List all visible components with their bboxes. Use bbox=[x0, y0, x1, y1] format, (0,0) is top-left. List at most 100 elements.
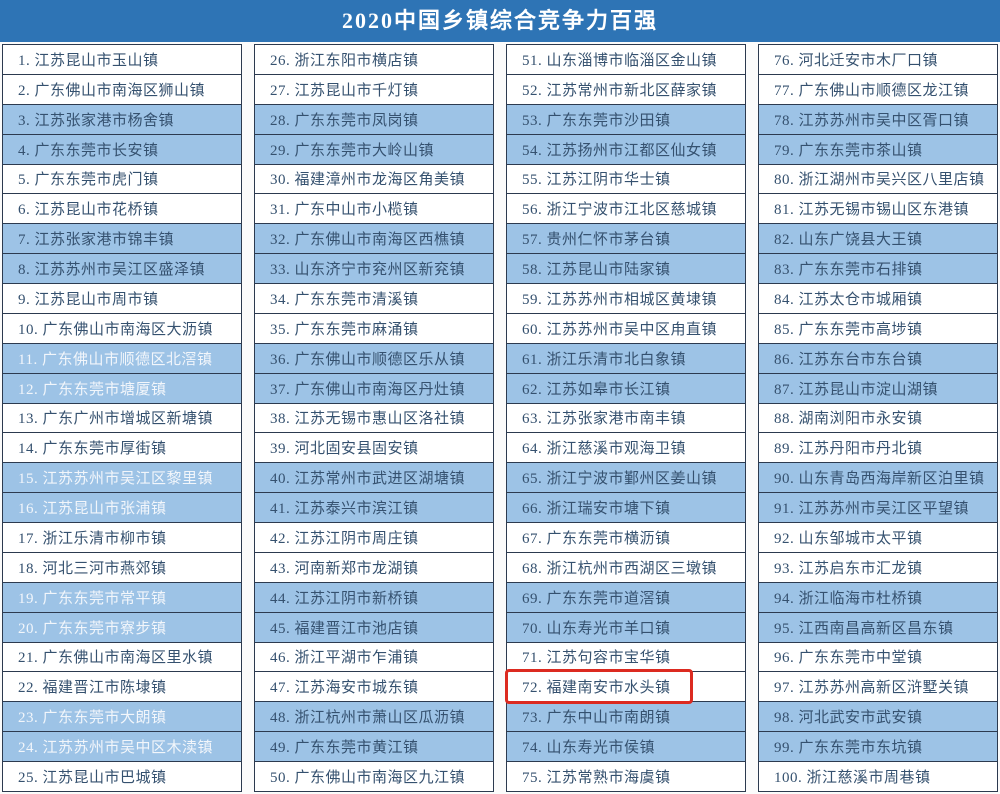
table-row: 87. 江苏昆山市淀山湖镇 bbox=[759, 373, 997, 404]
town-rank-name: 77. 广东佛山市顺德区龙江镇 bbox=[774, 82, 970, 99]
table-row: 68. 浙江杭州市西湖区三墩镇 bbox=[507, 552, 745, 583]
table-row: 6. 江苏昆山市花桥镇 bbox=[3, 194, 241, 225]
town-rank-name: 40. 江苏常州市武进区湖塘镇 bbox=[270, 471, 466, 488]
table-row: 89. 江苏丹阳市丹北镇 bbox=[759, 433, 997, 464]
table-row: 95. 江西南昌高新区昌东镇 bbox=[759, 612, 997, 643]
table-row: 14. 广东东莞市厚街镇 bbox=[3, 433, 241, 464]
town-rank-name: 8. 江苏苏州市吴江区盛泽镇 bbox=[18, 262, 206, 279]
table-row: 78. 江苏苏州市吴中区胥口镇 bbox=[759, 104, 997, 135]
table-row: 5. 广东东莞市虎门镇 bbox=[3, 164, 241, 195]
table-row: 69. 广东东莞市道滘镇 bbox=[507, 582, 745, 613]
town-rank-name: 99. 广东东莞市东坑镇 bbox=[774, 740, 923, 757]
table-row: 17. 浙江乐清市柳市镇 bbox=[3, 523, 241, 553]
town-rank-name: 7. 江苏张家港市锦丰镇 bbox=[18, 232, 175, 249]
town-rank-name: 64. 浙江慈溪市观海卫镇 bbox=[522, 441, 687, 458]
table-row: 37. 广东佛山市南海区丹灶镇 bbox=[255, 373, 493, 404]
town-rank-name: 5. 广东东莞市虎门镇 bbox=[18, 172, 159, 189]
town-rank-name: 46. 浙江平湖市乍浦镇 bbox=[270, 650, 419, 667]
table-row: 91. 江苏苏州市吴江区平望镇 bbox=[759, 493, 997, 523]
town-rank-name: 94. 浙江临海市杜桥镇 bbox=[774, 590, 923, 607]
table-row: 73. 广东中山市南朗镇 bbox=[507, 702, 745, 733]
town-rank-name: 9. 江苏昆山市周市镇 bbox=[18, 291, 159, 308]
rank-column-2: 26. 浙江东阳市横店镇 27. 江苏昆山市千灯镇 28. 广东东莞市凤岗镇 29. … bbox=[254, 44, 494, 792]
rank-column-1: 1. 江苏昆山市玉山镇 2. 广东佛山市南海区狮山镇 3. 江苏张家港市杨舍镇 4. … bbox=[2, 44, 242, 792]
town-rank-name: 86. 江苏东台市东台镇 bbox=[774, 351, 923, 368]
town-rank-name: 73. 广东中山市南朗镇 bbox=[522, 710, 671, 727]
town-rank-name: 45. 福建晋江市池店镇 bbox=[270, 620, 419, 637]
table-row: 54. 江苏扬州市江都区仙女镇 bbox=[507, 134, 745, 165]
town-rank-name: 15. 江苏苏州市吴江区黎里镇 bbox=[18, 471, 214, 488]
table-row: 99. 广东东莞市东坑镇 bbox=[759, 732, 997, 762]
table-row: 25. 江苏昆山市巴城镇 bbox=[3, 762, 241, 791]
town-rank-name: 2. 广东佛山市南海区狮山镇 bbox=[18, 82, 206, 99]
town-rank-name: 81. 江苏无锡市锡山区东港镇 bbox=[774, 202, 970, 219]
town-rank-name: 23. 广东东莞市大朗镇 bbox=[18, 710, 167, 727]
table-row: 18. 河北三河市燕郊镇 bbox=[3, 552, 241, 583]
town-rank-name: 49. 广东东莞市黄江镇 bbox=[270, 740, 419, 757]
table-row: 58. 江苏昆山市陆家镇 bbox=[507, 254, 745, 284]
town-rank-name: 26. 浙江东阳市横店镇 bbox=[270, 52, 419, 69]
table-row: 7. 江苏张家港市锦丰镇 bbox=[3, 224, 241, 255]
table-row: 48. 浙江杭州市萧山区瓜沥镇 bbox=[255, 702, 493, 733]
town-rank-name: 24. 江苏苏州市吴中区木渎镇 bbox=[18, 740, 214, 757]
table-row: 57. 贵州仁怀市茅台镇 bbox=[507, 224, 745, 255]
table-row: 66. 浙江瑞安市塘下镇 bbox=[507, 493, 745, 523]
table-row: 2. 广东佛山市南海区狮山镇 bbox=[3, 74, 241, 105]
town-rank-name: 36. 广东佛山市顺德区乐从镇 bbox=[270, 351, 466, 368]
town-rank-name: 57. 贵州仁怀市茅台镇 bbox=[522, 232, 671, 249]
table-row: 79. 广东东莞市茶山镇 bbox=[759, 134, 997, 165]
town-rank-name: 80. 浙江湖州市吴兴区八里店镇 bbox=[774, 172, 985, 189]
town-rank-name: 88. 湖南浏阳市永安镇 bbox=[774, 411, 923, 428]
town-rank-name: 29. 广东东莞市大岭山镇 bbox=[270, 142, 435, 159]
table-row: 83. 广东东莞市石排镇 bbox=[759, 254, 997, 284]
town-rank-name: 98. 河北武安市武安镇 bbox=[774, 710, 923, 727]
table-row: 42. 江苏江阴市周庄镇 bbox=[255, 523, 493, 553]
town-rank-name: 70. 山东寿光市羊口镇 bbox=[522, 620, 671, 637]
table-row: 49. 广东东莞市黄江镇 bbox=[255, 732, 493, 762]
town-rank-name: 43. 河南新郑市龙湖镇 bbox=[270, 560, 419, 577]
table-row: 19. 广东东莞市常平镇 bbox=[3, 582, 241, 613]
town-rank-name: 87. 江苏昆山市淀山湖镇 bbox=[774, 381, 939, 398]
town-rank-name: 32. 广东佛山市南海区西樵镇 bbox=[270, 232, 466, 249]
town-rank-name: 41. 江苏泰兴市滨江镇 bbox=[270, 501, 419, 518]
table-row: 35. 广东东莞市麻涌镇 bbox=[255, 313, 493, 344]
town-rank-name: 93. 江苏启东市汇龙镇 bbox=[774, 560, 923, 577]
town-rank-name: 97. 江苏苏州高新区浒墅关镇 bbox=[774, 680, 970, 697]
town-rank-name: 27. 江苏昆山市千灯镇 bbox=[270, 82, 419, 99]
table-row: 32. 广东佛山市南海区西樵镇 bbox=[255, 224, 493, 255]
town-rank-name: 67. 广东东莞市横沥镇 bbox=[522, 530, 671, 547]
town-rank-name: 3. 江苏张家港市杨舍镇 bbox=[18, 112, 175, 129]
town-rank-name: 59. 江苏苏州市相城区黄埭镇 bbox=[522, 291, 718, 308]
table-row: 13. 广东广州市增城区新塘镇 bbox=[3, 403, 241, 434]
town-rank-name: 18. 河北三河市燕郊镇 bbox=[18, 560, 167, 577]
town-rank-name: 28. 广东东莞市凤岗镇 bbox=[270, 112, 419, 129]
table-row: 80. 浙江湖州市吴兴区八里店镇 bbox=[759, 164, 997, 195]
town-rank-name: 58. 江苏昆山市陆家镇 bbox=[522, 262, 671, 279]
table-row: 22. 福建晋江市陈埭镇 bbox=[3, 672, 241, 703]
table-row: 60. 江苏苏州市吴中区甪直镇 bbox=[507, 313, 745, 344]
rank-column-4: 76. 河北迁安市木厂口镇 77. 广东佛山市顺德区龙江镇 78. 江苏苏州市吴中区… bbox=[758, 44, 998, 792]
table-row: 16. 江苏昆山市张浦镇 bbox=[3, 493, 241, 523]
table-row: 38. 江苏无锡市惠山区洛社镇 bbox=[255, 403, 493, 434]
town-rank-name: 72. 福建南安市水头镇 bbox=[522, 680, 671, 697]
town-rank-name: 6. 江苏昆山市花桥镇 bbox=[18, 202, 159, 219]
town-rank-name: 61. 浙江乐清市北白象镇 bbox=[522, 351, 687, 368]
table-row: 12. 广东东莞市塘厦镇 bbox=[3, 373, 241, 404]
town-rank-name: 44. 江苏江阴市新桥镇 bbox=[270, 590, 419, 607]
town-rank-name: 34. 广东东莞市清溪镇 bbox=[270, 291, 419, 308]
town-rank-name: 71. 江苏句容市宝华镇 bbox=[522, 650, 671, 667]
table-row: 8. 江苏苏州市吴江区盛泽镇 bbox=[3, 254, 241, 284]
town-rank-name: 79. 广东东莞市茶山镇 bbox=[774, 142, 923, 159]
town-rank-name: 20. 广东东莞市寮步镇 bbox=[18, 620, 167, 637]
town-rank-name: 12. 广东东莞市塘厦镇 bbox=[18, 381, 167, 398]
table-row: 1. 江苏昆山市玉山镇 bbox=[3, 45, 241, 75]
table-row: 72. 福建南安市水头镇 bbox=[505, 669, 745, 705]
town-rank-name: 76. 河北迁安市木厂口镇 bbox=[774, 52, 939, 69]
town-rank-name: 17. 浙江乐清市柳市镇 bbox=[18, 530, 167, 547]
table-row: 61. 浙江乐清市北白象镇 bbox=[507, 343, 745, 374]
table-row: 45. 福建晋江市池店镇 bbox=[255, 612, 493, 643]
town-rank-name: 39. 河北固安县固安镇 bbox=[270, 441, 419, 458]
table-row: 86. 江苏东台市东台镇 bbox=[759, 343, 997, 374]
town-rank-name: 55. 江苏江阴市华士镇 bbox=[522, 172, 671, 189]
town-rank-name: 35. 广东东莞市麻涌镇 bbox=[270, 321, 419, 338]
